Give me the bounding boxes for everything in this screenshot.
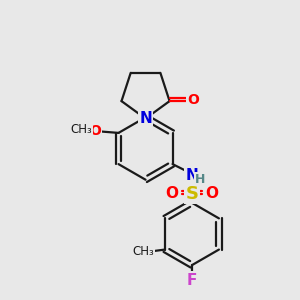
Text: N: N xyxy=(185,168,198,183)
Text: O: O xyxy=(188,93,199,106)
Text: S: S xyxy=(185,185,198,203)
Text: F: F xyxy=(187,272,197,287)
Text: O: O xyxy=(166,186,178,201)
Text: CH₃: CH₃ xyxy=(133,244,154,258)
Text: H: H xyxy=(195,173,205,186)
Text: CH₃: CH₃ xyxy=(71,122,92,136)
Text: O: O xyxy=(89,124,101,138)
Text: O: O xyxy=(205,186,218,201)
Text: N: N xyxy=(139,111,152,126)
